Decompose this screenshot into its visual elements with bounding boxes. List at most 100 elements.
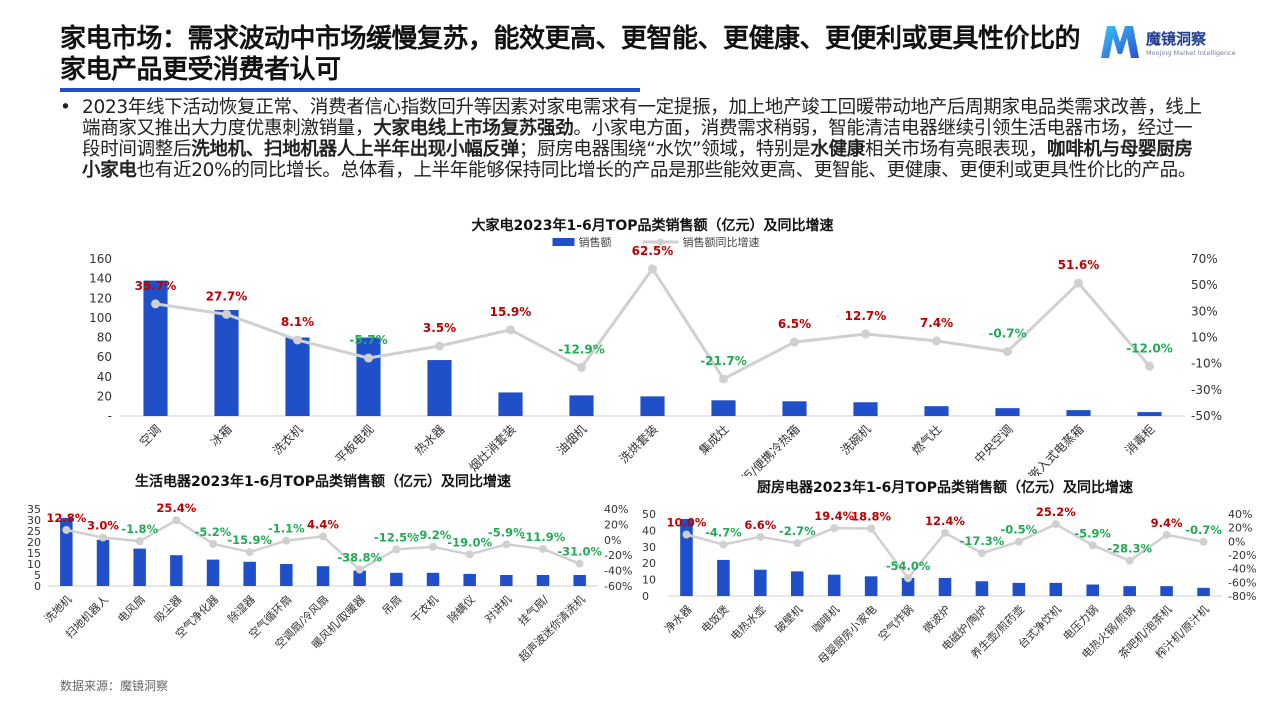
y-axis-left-tick: 10 (27, 558, 41, 571)
category-tick-label: 吸尘器 (152, 593, 185, 626)
y-axis-left-tick: 0 (34, 580, 41, 593)
category-tick-label: 挂气扇/ (515, 592, 551, 628)
y-axis-left-tick: 120 (89, 291, 112, 305)
category-tick-label: 除湿器 (225, 592, 258, 625)
category-tick-label: 吊扇 (379, 592, 404, 617)
growth-point (1003, 346, 1012, 356)
category-tick-label: 微波炉 (920, 602, 953, 635)
category-tick-label: 烟灶消套装 (466, 422, 518, 474)
growth-data-label: 62.5% (632, 244, 674, 258)
y-axis-left-tick: 30 (27, 514, 41, 527)
growth-data-label: -38.8% (337, 551, 382, 565)
growth-point (793, 539, 802, 548)
bar (500, 575, 513, 586)
y-axis-right-tick: -30% (1191, 383, 1222, 397)
growth-data-label: 9.4% (1151, 516, 1183, 530)
growth-data-label: -1.8% (121, 522, 158, 536)
y-axis-left-tick: 10 (642, 574, 656, 587)
y-axis-right-tick: 0% (1228, 535, 1245, 548)
page-title: 家电市场：需求波动中市场缓慢复苏，能效更高、更智能、更健康、更便利或更具性价比的… (60, 24, 1081, 85)
growth-data-label: -5.7% (349, 333, 387, 347)
growth-data-label: -9.2% (415, 528, 452, 542)
summary-text: 2023年线下活动恢复正常、消费者信心指数回升等因素对家电需求有一定提振，加上地… (82, 97, 1202, 139)
category-tick-label: 集成灶 (696, 422, 732, 458)
growth-point (1145, 361, 1154, 371)
growth-data-label: -0.5% (1001, 523, 1038, 537)
summary-text: 。小家电方面，消费需求稍弱，智能清洁电器继续引领生活电器市场，经过一段时间调整后 (82, 118, 1193, 160)
growth-data-label: -11.9% (521, 530, 566, 544)
growth-point (861, 329, 870, 339)
growth-data-label: -28.3% (1107, 542, 1152, 556)
y-axis-right-tick: -50% (1191, 409, 1222, 423)
growth-point (506, 325, 515, 335)
growth-data-label: 27.7% (206, 289, 248, 303)
growth-point (575, 559, 584, 568)
growth-data-label: -21.7% (700, 354, 747, 368)
y-axis-left-tick: 25 (27, 525, 41, 538)
y-axis-right-tick: 30% (1191, 304, 1218, 318)
y-axis-left-tick: 160 (89, 252, 112, 266)
bar (426, 572, 440, 586)
growth-data-label: -5.9% (488, 525, 525, 539)
growth-data-label: 12.8% (46, 511, 86, 525)
y-axis-left-tick: 0 (642, 590, 649, 603)
growth-point (1088, 541, 1097, 550)
y-axis-left-tick: 15 (27, 547, 41, 560)
logo-name: 魔镜洞察 (1146, 30, 1207, 48)
category-tick-label: 冷柜/便携冷热箱 (730, 422, 803, 476)
bar (680, 518, 693, 596)
growth-point (282, 536, 291, 545)
bar (1137, 412, 1162, 416)
bar (133, 548, 146, 586)
summary-highlight: 大家电线上市场复苏强劲 (373, 118, 574, 139)
summary-text: 也有近20%的同比增长。总体看，上半年能够保持同比增长的产品是那些能效更高、更智… (136, 160, 1197, 181)
growth-point (502, 540, 511, 549)
growth-data-label: -12.0% (1126, 341, 1173, 355)
bar (1197, 587, 1210, 596)
bar (316, 566, 330, 586)
category-tick-label: 除螨仪 (445, 592, 478, 625)
summary-highlight: 洗地机、扫地机器人上半年出现小幅反弹 (191, 139, 519, 160)
growth-point (1074, 278, 1083, 288)
growth-data-label: -0.7% (1185, 523, 1222, 537)
y-axis-left-tick: 100 (89, 311, 112, 325)
growth-point (539, 544, 547, 553)
y-axis-left-tick: 80 (97, 331, 112, 345)
bar (711, 400, 736, 416)
growth-point (867, 524, 876, 533)
bar (717, 559, 730, 596)
kitchen-appliance-chart: 厨房电器2023年1-6月TOP品类销售额（亿元）及同比增速 0 10 20 30 40 5… (642, 479, 1256, 667)
category-tick-label: 冰箱 (207, 422, 235, 450)
summary-highlight: 水健康 (810, 139, 865, 160)
growth-data-label: -5.2% (195, 525, 232, 539)
growth-data-label: -19.0% (447, 535, 492, 549)
category-tick-label: 电饭煲 (699, 603, 732, 636)
growth-data-label: 3.5% (423, 321, 456, 335)
growth-point (932, 336, 941, 346)
growth-data-label: -17.3% (960, 534, 1005, 548)
y-axis-left-tick: 20 (97, 389, 112, 403)
category-tick-label: 嵌入式电蒸箱 (1025, 422, 1087, 476)
y-axis-right-tick: 20% (604, 518, 628, 531)
summary-text: ；厨房电器围绕“水饮”领域，特别是 (518, 139, 811, 160)
y-axis-left-tick: 40 (642, 524, 656, 537)
y-axis-left-tick: 30 (642, 541, 656, 554)
bar (243, 561, 256, 586)
legend-label: 销售额同比增速 (683, 235, 760, 249)
growth-point (719, 374, 728, 384)
bar (214, 310, 239, 416)
y-axis-right-tick: 0% (604, 534, 621, 547)
growth-data-label: 8.1% (281, 315, 314, 329)
growth-data-label: -5.9% (1074, 526, 1111, 540)
growth-point (151, 299, 160, 309)
bar (754, 569, 767, 596)
bar (975, 581, 989, 596)
growth-point (465, 550, 474, 559)
summary-highlight: 咖啡机与母婴厨房小家电 (82, 139, 1193, 181)
y-axis-right-tick: 70% (1191, 252, 1218, 266)
growth-data-label: -54.0% (886, 559, 931, 573)
y-axis-right-tick: 40% (1228, 508, 1252, 521)
y-axis-right-tick: 50% (1191, 278, 1218, 292)
category-tick-label: 平板电视 (332, 422, 377, 467)
bar (1066, 410, 1091, 416)
